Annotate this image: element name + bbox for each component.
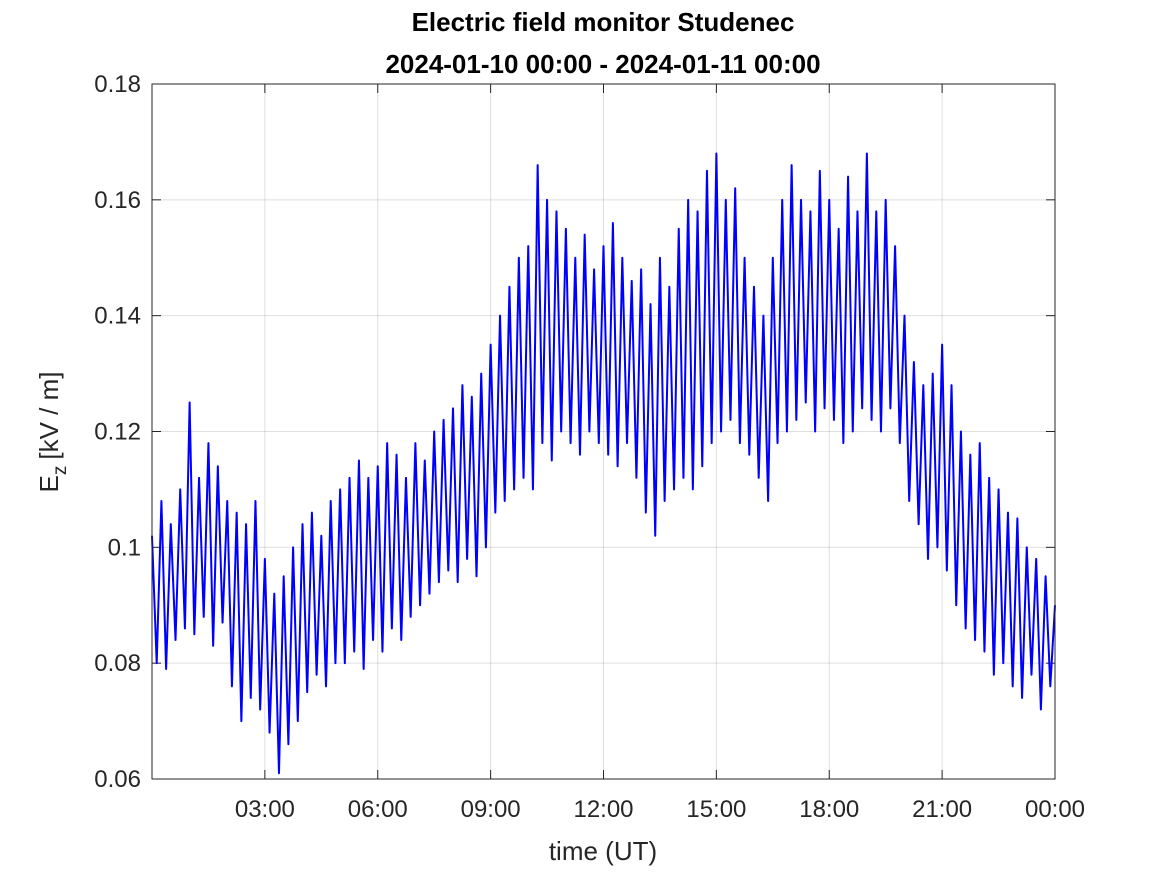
x-tick-label: 21:00 bbox=[912, 796, 972, 823]
chart-title: Electric field monitor Studenec bbox=[412, 7, 795, 37]
x-tick-label: 03:00 bbox=[235, 796, 295, 823]
x-tick-label: 15:00 bbox=[686, 796, 746, 823]
y-axis-subscript: z bbox=[50, 466, 71, 476]
x-axis-label: time (UT) bbox=[549, 836, 657, 866]
x-tick-label: 18:00 bbox=[799, 796, 859, 823]
x-tick-label: 09:00 bbox=[461, 796, 521, 823]
x-tick-label: 06:00 bbox=[348, 796, 408, 823]
data-line bbox=[151, 152, 1056, 775]
y-tick-label: 0.1 bbox=[108, 534, 141, 561]
y-tick-label: 0.08 bbox=[94, 650, 141, 677]
y-tick-label: 0.14 bbox=[94, 303, 141, 330]
x-tick-label: 12:00 bbox=[573, 796, 633, 823]
plot-frame bbox=[151, 83, 1056, 780]
y-axis-unit: [kV / m] bbox=[34, 372, 64, 460]
y-tick-label: 0.18 bbox=[94, 71, 141, 98]
y-tick-label: 0.06 bbox=[94, 766, 141, 793]
chart-subtitle: 2024-01-10 00:00 - 2024-01-11 00:00 bbox=[385, 49, 820, 79]
y-axis-label: Ez [kV / m] bbox=[34, 372, 71, 493]
y-tick-label: 0.12 bbox=[94, 419, 141, 446]
x-tick-label: 00:00 bbox=[1025, 796, 1085, 823]
y-tick-label: 0.16 bbox=[94, 187, 141, 214]
y-axis-symbol: E bbox=[34, 475, 64, 492]
